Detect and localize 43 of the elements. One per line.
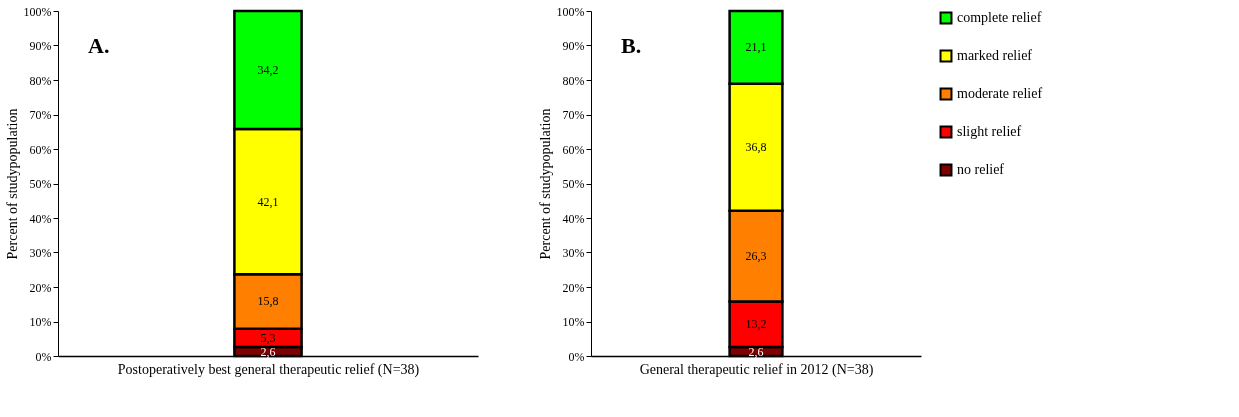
data-label: 15,8	[257, 294, 279, 309]
x-axis-title: Postoperatively best general therapeutic relief (N=38)	[117, 361, 420, 378]
annotation: A.	[88, 33, 110, 58]
y-tick-label: 60%	[562, 142, 585, 157]
y-tick-label: 50%	[562, 177, 585, 191]
y-tick-label: 30%	[29, 246, 52, 260]
y-tick-label: 80%	[562, 73, 585, 88]
y-tick-label: 40%	[562, 211, 585, 226]
data-label: 5,3	[260, 330, 276, 345]
y-tick-label: 50%	[29, 177, 52, 191]
data-label: 13,2	[745, 317, 767, 332]
y-tick-label: 70%	[562, 108, 585, 122]
y-tick-label: 20%	[562, 280, 585, 295]
legend-label: moderate relief	[957, 86, 1043, 101]
data-label: 2,6	[260, 344, 276, 359]
legend-label: slight relief	[957, 124, 1022, 139]
y-tick-label: 90%	[29, 39, 52, 53]
y-tick-label: 30%	[562, 246, 585, 260]
legend-label: complete relief	[957, 10, 1042, 25]
data-label: 42,1	[257, 194, 279, 209]
x-axis-title: General therapeutic relief in 2012 (N=38)	[639, 361, 874, 378]
y-axis-title: Percent of studypopulation	[537, 108, 553, 260]
y-tick-label: 80%	[29, 73, 52, 88]
y-tick-label: 90%	[562, 39, 585, 53]
y-tick-label: 100%	[556, 4, 585, 19]
annotation: B.	[621, 33, 642, 58]
data-label: 2,6	[748, 344, 764, 359]
y-tick-label: 100%	[23, 4, 52, 19]
y-tick-label: 10%	[29, 315, 52, 329]
y-tick-label: 70%	[29, 108, 52, 122]
y-tick-label: 20%	[29, 280, 52, 295]
legend-label: no relief	[957, 162, 1005, 177]
data-label: 36,8	[745, 140, 767, 155]
y-axis-title: Percent of studypopulation	[4, 108, 20, 260]
y-tick-label: 10%	[562, 315, 585, 329]
y-tick-label: 60%	[29, 142, 52, 157]
data-label: 21,1	[745, 40, 767, 55]
y-tick-label: 0%	[35, 349, 52, 364]
y-tick-label: 0%	[568, 349, 585, 364]
data-label: 34,2	[257, 62, 279, 77]
data-label: 26,3	[745, 249, 767, 264]
y-tick-label: 40%	[29, 211, 52, 226]
legend-label: marked relief	[957, 48, 1033, 63]
